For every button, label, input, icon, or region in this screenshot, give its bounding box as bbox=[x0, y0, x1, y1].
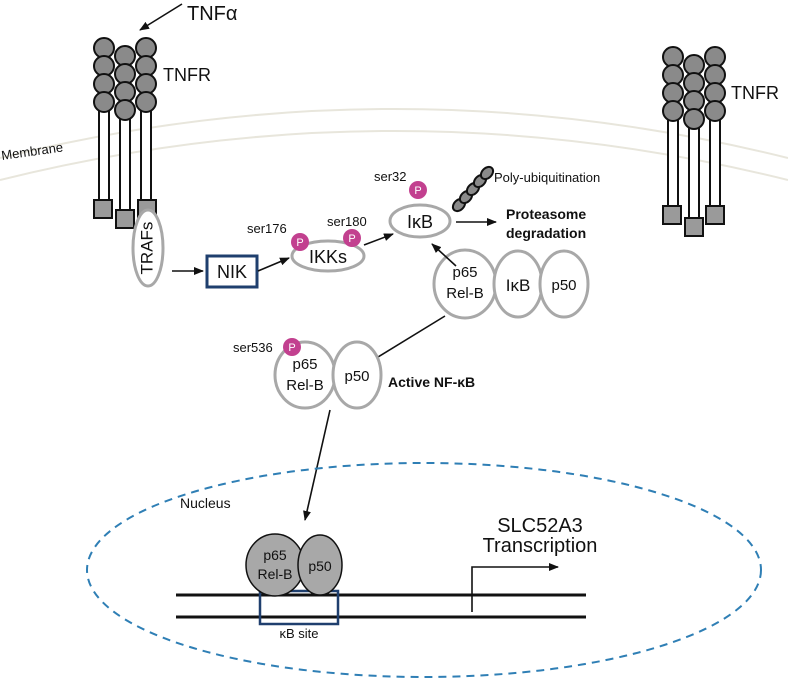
ser176-label: ser176 bbox=[247, 221, 287, 236]
ubiquitin-chain bbox=[451, 165, 495, 213]
active-relb-label: Rel-B bbox=[286, 377, 324, 394]
tnfr-receptor-right bbox=[662, 46, 726, 237]
complex-p65-label: p65 bbox=[452, 264, 477, 281]
dna-relb-label: Rel-B bbox=[257, 566, 292, 582]
active-nfkb-label: Active NF-κB bbox=[388, 374, 475, 390]
ikb-oval bbox=[388, 203, 452, 239]
phospho-ser180 bbox=[343, 229, 361, 247]
tnfr-label-left: TNFR bbox=[163, 65, 211, 85]
tnfr-receptor-left bbox=[93, 37, 157, 229]
complex-p50-label: p50 bbox=[551, 277, 576, 294]
complex-p65-relb-oval bbox=[432, 248, 498, 320]
dna-p65-relb-oval bbox=[245, 533, 305, 597]
active-p65-relb-oval bbox=[273, 340, 337, 410]
complex-p50-oval bbox=[538, 249, 590, 319]
nucleus-boundary bbox=[86, 462, 762, 678]
proteasome-label: Proteasome bbox=[506, 206, 586, 222]
trafs-oval bbox=[131, 208, 165, 288]
nik-box bbox=[205, 254, 259, 289]
active-p50-oval bbox=[331, 340, 383, 410]
ikks-label: IKKs bbox=[309, 247, 347, 267]
phospho-ser176 bbox=[291, 233, 309, 251]
phospho-ser536 bbox=[283, 338, 301, 356]
poly-ubiquitination-label: Poly-ubiquitination bbox=[494, 170, 600, 185]
transcription-arrow bbox=[471, 563, 559, 612]
dna-p50-label: p50 bbox=[308, 558, 332, 574]
dna-p50-oval bbox=[297, 534, 343, 596]
ikb-label: IκB bbox=[407, 212, 433, 232]
tnfr-label-right: TNFR bbox=[731, 83, 779, 103]
nik-label: NIK bbox=[217, 262, 247, 282]
complex-ikb-label: IκB bbox=[506, 276, 531, 295]
transcription-label: Transcription bbox=[483, 535, 598, 557]
phospho-ser536-p: P bbox=[288, 342, 295, 354]
slc52a3-label: SLC52A3 bbox=[497, 515, 583, 537]
degradation-label: degradation bbox=[506, 225, 586, 241]
trafs-label: TRAFs bbox=[137, 222, 156, 275]
kb-site-label: κB site bbox=[279, 626, 318, 641]
complex-relb-label: Rel-B bbox=[446, 285, 484, 302]
phospho-ser32 bbox=[409, 181, 427, 199]
phospho-ser176-p: P bbox=[296, 237, 303, 249]
kb-site-box bbox=[258, 589, 340, 626]
phospho-ser180-p: P bbox=[348, 233, 355, 245]
tnfa-label: TNFα bbox=[187, 3, 237, 25]
ikks-oval bbox=[290, 239, 366, 273]
membrane-label: Membrane bbox=[0, 139, 64, 163]
nucleus-label: Nucleus bbox=[180, 495, 231, 511]
active-p50-label: p50 bbox=[344, 368, 369, 385]
ser536-label: ser536 bbox=[233, 340, 273, 355]
ser32-label: ser32 bbox=[374, 169, 407, 184]
dna-p65-label: p65 bbox=[263, 547, 287, 563]
ser180-label: ser180 bbox=[327, 214, 367, 229]
phospho-ser32-p: P bbox=[414, 185, 421, 197]
active-p65-label: p65 bbox=[292, 356, 317, 373]
